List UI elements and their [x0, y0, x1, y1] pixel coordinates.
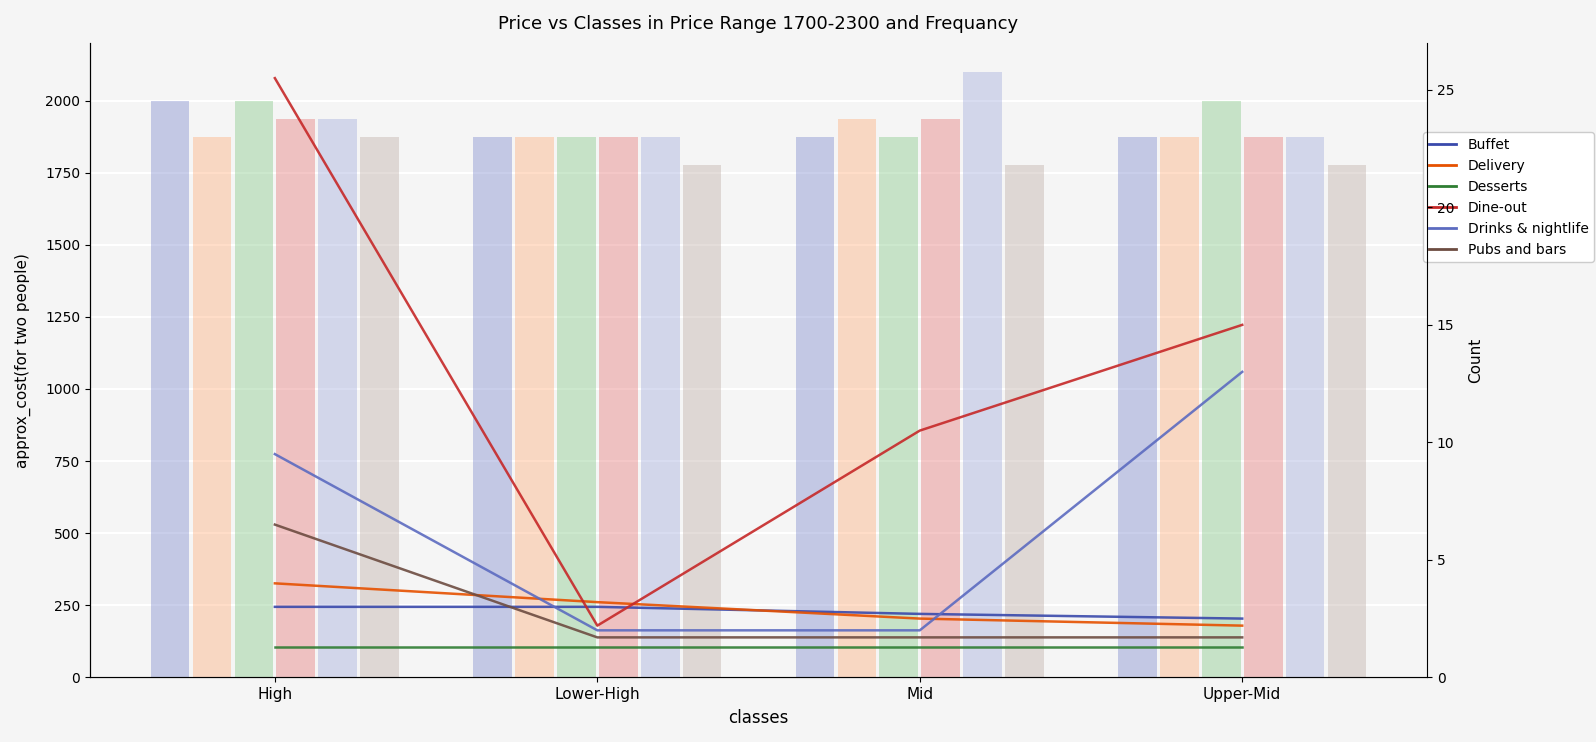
- Y-axis label: Count: Count: [1468, 338, 1483, 383]
- Bar: [838, 119, 876, 677]
- Legend: Buffet, Delivery, Desserts, Dine-out, Drinks & nightlife, Pubs and bars: Buffet, Delivery, Desserts, Dine-out, Dr…: [1424, 132, 1594, 262]
- Bar: [598, 137, 638, 677]
- Bar: [1328, 165, 1366, 677]
- Bar: [516, 137, 554, 677]
- Bar: [1243, 137, 1283, 677]
- X-axis label: classes: classes: [728, 709, 788, 727]
- Bar: [276, 119, 314, 677]
- Bar: [683, 165, 721, 677]
- Y-axis label: approx_cost(for two people): approx_cost(for two people): [14, 253, 32, 467]
- Bar: [642, 137, 680, 677]
- Bar: [879, 137, 918, 677]
- Bar: [1202, 101, 1240, 677]
- Bar: [557, 137, 595, 677]
- Bar: [361, 137, 399, 677]
- Bar: [1119, 137, 1157, 677]
- Bar: [921, 119, 961, 677]
- Bar: [1005, 165, 1044, 677]
- Bar: [1160, 137, 1199, 677]
- Title: Price vs Classes in Price Range 1700-2300 and Frequancy: Price vs Classes in Price Range 1700-230…: [498, 15, 1018, 33]
- Bar: [150, 101, 190, 677]
- Bar: [1286, 137, 1325, 677]
- Bar: [193, 137, 231, 677]
- Bar: [964, 72, 1002, 677]
- Bar: [318, 119, 358, 677]
- Bar: [472, 137, 512, 677]
- Bar: [796, 137, 835, 677]
- Bar: [235, 101, 273, 677]
